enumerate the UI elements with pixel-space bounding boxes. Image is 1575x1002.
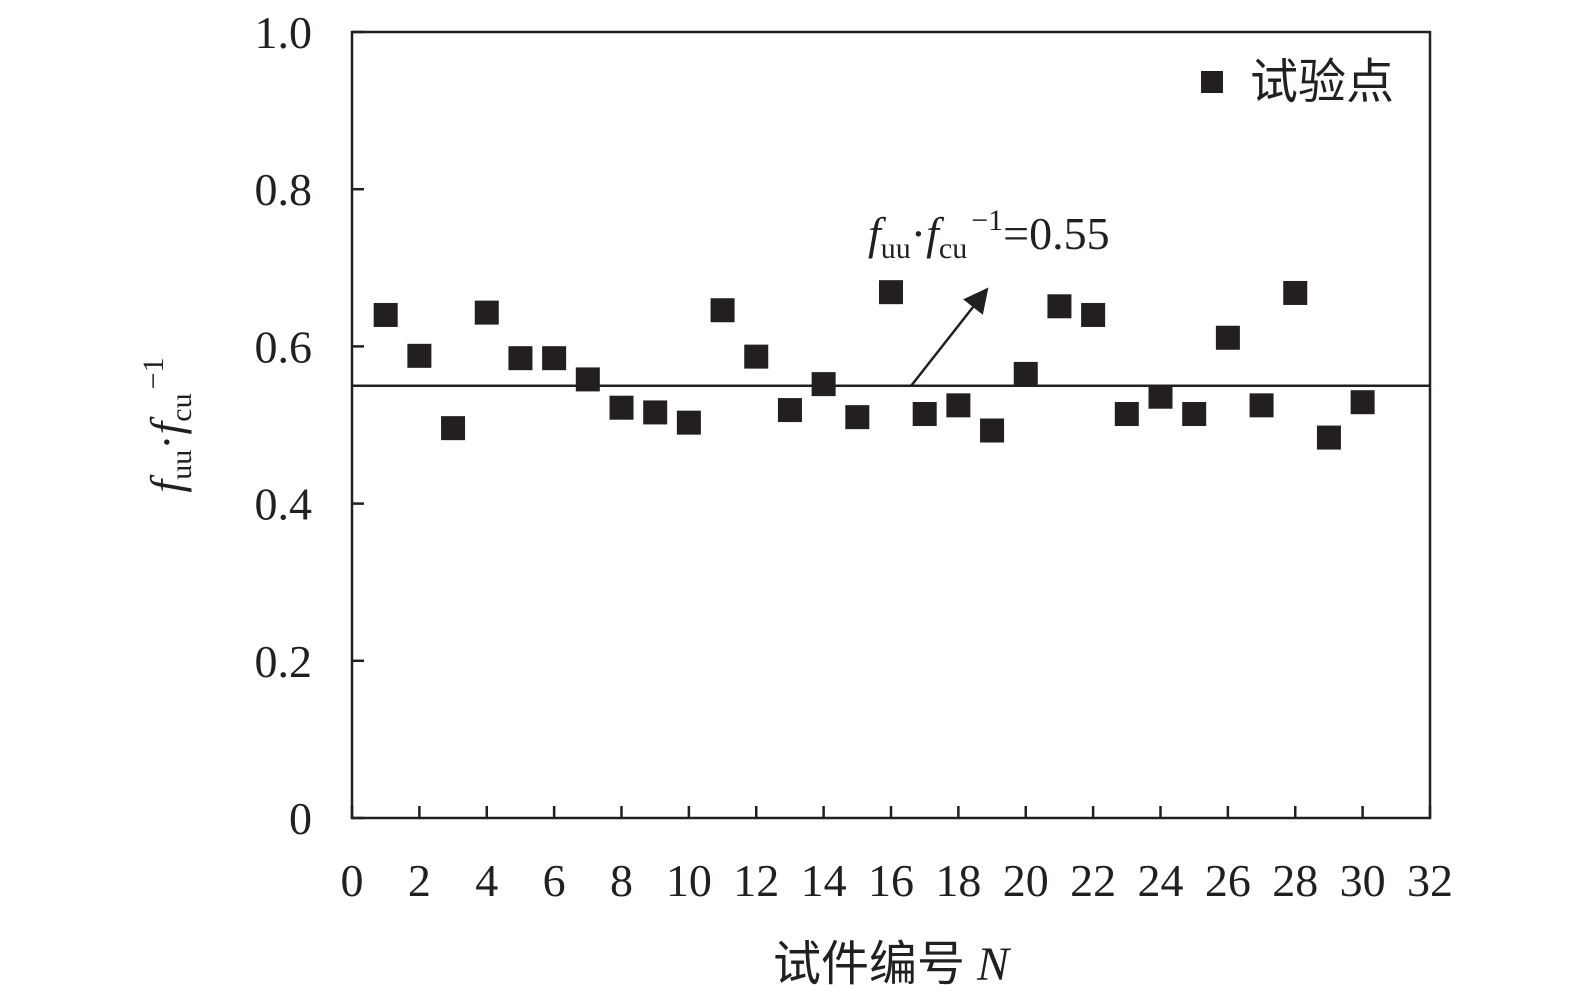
y-tick-label: 1.0 xyxy=(255,7,313,58)
y-tick-label: 0.4 xyxy=(255,479,313,530)
data-point xyxy=(1047,294,1072,319)
data-point xyxy=(609,395,634,420)
y-axis-ticks xyxy=(352,30,364,820)
data-point xyxy=(845,405,870,430)
x-tick-label: 4 xyxy=(475,855,498,906)
data-point xyxy=(542,346,567,371)
data-point xyxy=(980,418,1005,443)
y-tick-label: 0.8 xyxy=(255,164,313,215)
data-point xyxy=(1249,393,1274,418)
data-points xyxy=(373,280,1375,450)
y-tick-label: 0.6 xyxy=(255,321,313,372)
x-axis-ticks xyxy=(350,806,1432,818)
data-point xyxy=(777,398,802,423)
data-point xyxy=(912,401,937,426)
data-point xyxy=(744,344,769,369)
x-tick-label: 12 xyxy=(733,855,779,906)
data-point xyxy=(643,400,668,425)
data-point xyxy=(1148,384,1173,409)
legend: 试验点 xyxy=(1201,56,1394,109)
x-tick-label: 0 xyxy=(341,855,364,906)
data-point xyxy=(879,280,903,305)
y-tick-label: 0 xyxy=(289,793,312,844)
x-tick-label: 28 xyxy=(1272,855,1318,906)
x-tick-label: 10 xyxy=(666,855,712,906)
data-point xyxy=(710,298,735,323)
y-tick-label: 0.2 xyxy=(255,636,313,687)
data-point xyxy=(575,367,600,392)
data-point xyxy=(1013,361,1038,386)
x-tick-label: 18 xyxy=(935,855,981,906)
x-tick-label: 2 xyxy=(408,855,431,906)
data-point xyxy=(407,343,432,368)
legend-marker xyxy=(1201,71,1223,93)
data-point xyxy=(1350,390,1375,415)
x-tick-label: 22 xyxy=(1070,855,1116,906)
data-point xyxy=(474,300,499,325)
x-axis-label: 试件编号 N xyxy=(773,938,1012,991)
x-tick-label: 32 xyxy=(1407,855,1453,906)
reference-annotation: fuu·fcu−1=0.55 xyxy=(868,204,1110,265)
data-point xyxy=(946,393,971,418)
data-point xyxy=(1182,401,1207,426)
x-tick-label: 24 xyxy=(1138,855,1184,906)
legend-label: 试验点 xyxy=(1250,56,1394,109)
x-tick-label: 26 xyxy=(1205,855,1251,906)
data-point xyxy=(373,302,398,327)
x-axis-tick-labels: 0 2 4 6 8 10 12 14 16 18 20 22 24 26 28 30 32 xyxy=(341,855,1454,906)
x-tick-label: 20 xyxy=(1003,855,1049,906)
x-tick-label: 8 xyxy=(610,855,633,906)
data-point xyxy=(1316,425,1341,450)
data-point xyxy=(1215,325,1240,350)
plot-frame xyxy=(350,30,1432,820)
annotation-arrow xyxy=(910,287,989,387)
data-point xyxy=(1283,280,1308,305)
data-point xyxy=(811,372,836,397)
x-tick-label: 16 xyxy=(868,855,914,906)
y-axis-tick-labels: 0 0.2 0.4 0.6 0.8 1.0 xyxy=(255,7,313,844)
data-point xyxy=(1114,401,1139,426)
x-tick-label: 6 xyxy=(543,855,566,906)
data-point xyxy=(676,410,701,435)
x-tick-label: 30 xyxy=(1340,855,1386,906)
x-tick-label: 14 xyxy=(801,855,847,906)
y-axis-label: fuu·fcu−1 xyxy=(137,357,198,492)
data-point xyxy=(441,416,466,441)
data-point xyxy=(1081,302,1106,327)
data-point xyxy=(508,346,533,371)
